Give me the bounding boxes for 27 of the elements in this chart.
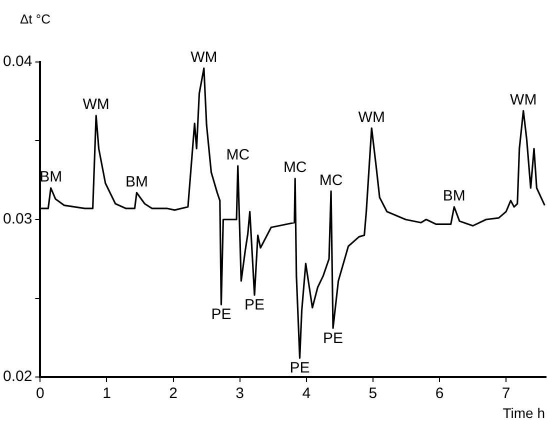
x-tick-label: 3 — [236, 385, 244, 402]
y-tick-label: 0.03 — [2, 210, 32, 228]
y-axis-title: Δt °C — [20, 12, 50, 27]
annotation: PE — [211, 306, 232, 324]
annotation: PE — [323, 330, 344, 347]
annotation: MC — [319, 172, 343, 189]
x-tick-label: 4 — [302, 385, 311, 402]
y-tick-label: 0.02 — [2, 368, 32, 386]
annotation: WM — [82, 96, 110, 114]
annotation: WM — [510, 91, 537, 108]
annotation: BM — [40, 168, 62, 186]
annotation: BM — [125, 173, 148, 190]
annotation: PE — [244, 296, 265, 314]
annotation: MC — [226, 146, 250, 164]
annotation: WM — [358, 108, 385, 126]
x-tick-label: 1 — [102, 385, 111, 402]
annotation: BM — [442, 188, 466, 205]
x-tick-label: 0 — [36, 385, 44, 402]
annotation: MC — [283, 159, 307, 176]
x-tick-label: 5 — [368, 385, 378, 402]
y-tick-label: 0.04 — [2, 53, 32, 70]
x-tick-label: 6 — [435, 385, 444, 402]
x-axis-title: Time h — [502, 404, 545, 421]
annotation: WM — [190, 48, 218, 66]
x-tick-label: 7 — [502, 385, 510, 402]
x-tick-label: 2 — [169, 385, 178, 402]
annotation: PE — [290, 360, 310, 377]
